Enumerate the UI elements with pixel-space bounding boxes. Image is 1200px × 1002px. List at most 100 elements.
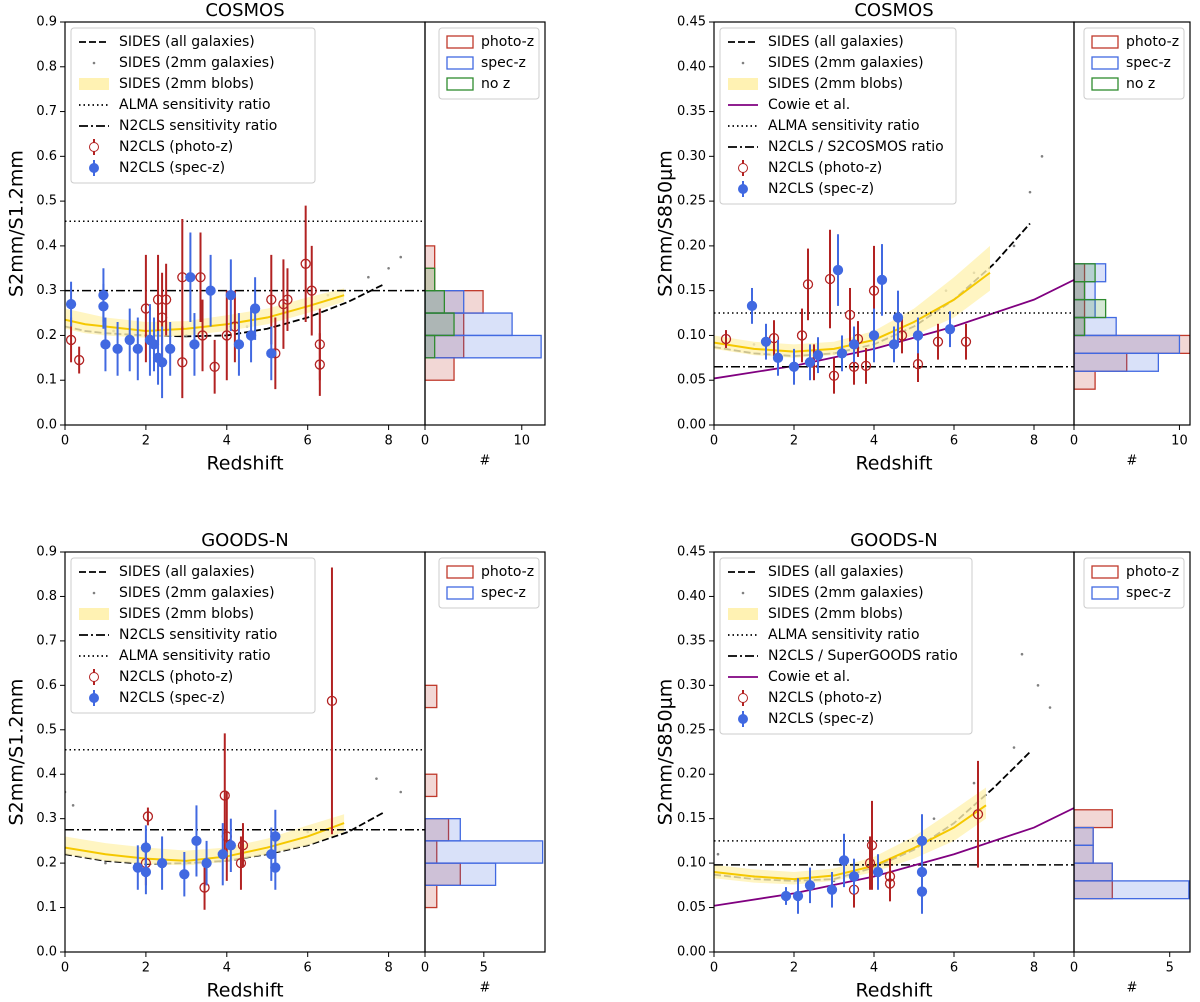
marker — [112, 343, 123, 355]
x-tick-label: 5 — [480, 961, 488, 976]
marker — [124, 334, 135, 346]
plot-area — [714, 652, 1074, 914]
y-tick-label: 0.3 — [36, 283, 57, 298]
x-tick-label: 0 — [1070, 434, 1078, 449]
marker — [314, 359, 325, 370]
plot-area — [425, 684, 544, 909]
marker — [876, 274, 888, 286]
x-tick-label: 8 — [384, 961, 392, 976]
chart-title: GOODS-N — [850, 530, 938, 551]
marker — [864, 857, 876, 869]
legend-label: SIDES (all galaxies) — [119, 34, 255, 50]
legend-swatch — [79, 608, 109, 620]
point — [1036, 684, 1040, 687]
x-axis-label: # — [480, 454, 491, 469]
y-axis-label: S2mm/S1.2mm — [6, 679, 28, 826]
x-tick-label: 4 — [870, 961, 878, 976]
marker — [872, 866, 884, 878]
marker — [270, 831, 281, 842]
legend-label: N2CLS sensitivity ratio — [119, 118, 277, 134]
legend-swatch — [1091, 586, 1119, 600]
legend-label: spec-z — [481, 585, 526, 601]
legend-swatch — [728, 608, 758, 620]
marker — [972, 809, 984, 820]
x-tick-label: 2 — [790, 961, 798, 976]
hist-bar — [425, 267, 436, 292]
y-tick-label: 0.0 — [36, 945, 57, 960]
x-axis-label: Redshift — [206, 980, 283, 1002]
marker — [233, 339, 245, 350]
legend-swatch — [89, 672, 99, 682]
legend-label: SIDES (2mm blobs) — [768, 606, 903, 622]
marker — [225, 289, 236, 301]
plot-area — [1074, 263, 1190, 390]
x-tick-label: 8 — [1030, 961, 1038, 976]
legend-label: SIDES (2mm galaxies) — [768, 585, 924, 601]
x-tick-label: 0 — [421, 434, 429, 449]
legend-swatch — [1091, 77, 1119, 91]
y-tick-label: 0.20 — [677, 238, 706, 253]
legend-swatch — [446, 565, 474, 579]
marker — [237, 840, 249, 851]
legend-swatch — [446, 586, 474, 600]
marker — [944, 324, 956, 335]
marker — [132, 862, 143, 873]
y-tick-label: 0.2 — [36, 328, 57, 343]
marker — [98, 301, 109, 312]
legend-label: N2CLS (spec-z) — [768, 711, 874, 727]
y-tick-label: 0.05 — [677, 373, 706, 388]
y-tick-label: 0.9 — [36, 15, 57, 30]
x-tick-label: 2 — [142, 434, 150, 449]
legend-swatch — [79, 78, 109, 90]
plot-area — [65, 205, 425, 399]
marker — [788, 361, 800, 372]
legend-swatch — [738, 184, 748, 194]
x-tick-label: 8 — [1030, 434, 1038, 449]
hist-bar — [425, 773, 438, 798]
marker — [826, 884, 838, 895]
legend-label: photo-z — [1126, 564, 1179, 580]
y-tick-label: 0.00 — [677, 418, 706, 433]
legend-label: Cowie et al. — [768, 669, 850, 685]
y-tick-label: 0.9 — [36, 545, 57, 560]
marker — [916, 886, 928, 897]
legend-label: spec-z — [1126, 585, 1171, 601]
x-tick-label: 0 — [421, 961, 429, 976]
x-tick-label: 5 — [1166, 961, 1174, 976]
marker — [165, 343, 176, 355]
marker — [177, 357, 188, 368]
marker — [266, 348, 277, 359]
hist-bar — [425, 334, 542, 359]
x-tick-label: 6 — [304, 434, 312, 449]
point — [387, 266, 390, 270]
y-tick-label: 0.10 — [677, 856, 706, 871]
legend-swatch — [728, 78, 758, 90]
marker — [804, 357, 816, 368]
legend-box — [719, 557, 973, 735]
y-tick-label: 0.1 — [36, 373, 57, 388]
marker — [916, 835, 928, 847]
x-tick-label: 10 — [1171, 434, 1188, 449]
y-tick-label: 0.8 — [36, 589, 57, 604]
marker — [195, 272, 206, 283]
point — [375, 777, 378, 780]
marker — [838, 855, 850, 866]
legend-swatch — [92, 61, 96, 65]
marker — [185, 272, 196, 283]
marker — [848, 339, 860, 350]
y-tick-label: 0.05 — [677, 900, 706, 915]
legend-label: N2CLS (spec-z) — [119, 690, 225, 706]
x-tick-label: 0 — [710, 961, 718, 976]
legend-swatch — [738, 693, 748, 703]
legend-label: no z — [1126, 76, 1155, 92]
legend-swatch — [92, 591, 96, 595]
x-tick-label: 0 — [1070, 961, 1078, 976]
marker — [221, 330, 232, 341]
y-tick-label: 0.8 — [36, 59, 57, 74]
y-tick-label: 0.4 — [36, 767, 57, 782]
hist-bar — [1074, 334, 1181, 355]
marker — [235, 857, 247, 869]
x-axis-label: Redshift — [206, 453, 283, 475]
legend-label: spec-z — [481, 55, 526, 71]
marker — [205, 285, 216, 296]
